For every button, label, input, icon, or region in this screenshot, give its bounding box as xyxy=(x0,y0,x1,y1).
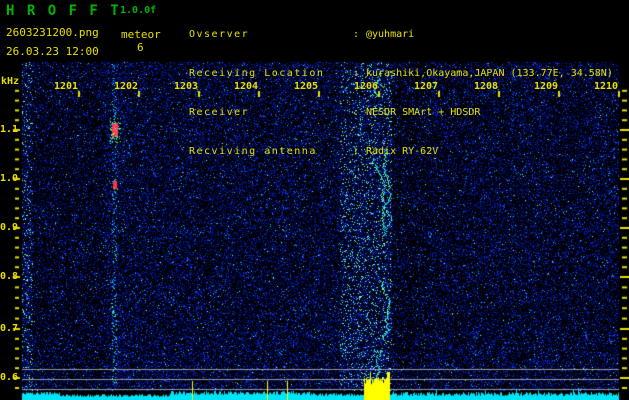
time-axis-label: 1208 xyxy=(473,81,499,92)
info-separator: : xyxy=(353,29,360,40)
app-title: H R O F F T xyxy=(6,3,121,19)
info-value: @yuhmari xyxy=(366,29,415,40)
app-version: 1.0.0f xyxy=(120,5,157,16)
info-row-location: Receiving Location: kurashiki,Okayama,JAP… xyxy=(189,67,613,80)
observer-info: Ovserver: @yuhmari Receiving Location: kur… xyxy=(189,2,613,184)
info-label: Receiver xyxy=(189,107,250,118)
record-datetime: 26.03.23 12:00 xyxy=(6,45,99,58)
info-separator: : xyxy=(353,107,360,118)
time-axis-label: 1207 xyxy=(413,81,439,92)
freq-axis-label: 0.7 xyxy=(0,323,19,334)
info-row-observer: Ovserver: @yuhmari xyxy=(189,28,613,41)
info-value: kurashiki,Okayama,JAPAN (133.77E, 34.58N… xyxy=(366,68,613,79)
time-axis-label: 1210 xyxy=(593,81,619,92)
time-axis-label: 1202 xyxy=(113,81,139,92)
freq-axis-label: 0.6 xyxy=(0,372,19,383)
time-axis-label: 1204 xyxy=(233,81,259,92)
info-label: Receiving Location xyxy=(189,68,325,79)
output-filename: 2603231200.png xyxy=(6,26,99,39)
info-separator: : xyxy=(353,68,360,79)
station-number: 6 xyxy=(137,41,144,54)
freq-axis-label: 0.8 xyxy=(0,271,19,282)
info-value: Radix RY-62V xyxy=(366,146,439,157)
info-row-antenna: Recviving antenna: Radix RY-62V xyxy=(189,145,613,158)
info-separator: : xyxy=(353,146,360,157)
info-value: NESDR SMArt + HDSDR xyxy=(366,107,481,118)
time-axis-label: 1209 xyxy=(533,81,559,92)
freq-axis-unit: kHz xyxy=(1,76,20,87)
time-axis-label: 1201 xyxy=(53,81,79,92)
info-label: Ovserver xyxy=(189,29,250,40)
freq-axis-label: 1.0 xyxy=(0,173,19,184)
time-axis-label: 1203 xyxy=(173,81,199,92)
freq-axis-label: 1.1 xyxy=(0,124,19,135)
info-row-receiver: Receiver: NESDR SMArt + HDSDR xyxy=(189,106,613,119)
info-label: Recviving antenna xyxy=(189,146,317,157)
freq-axis-label: 0.9 xyxy=(0,222,19,233)
time-axis-label: 1205 xyxy=(293,81,319,92)
time-axis-label: 1206 xyxy=(353,81,379,92)
station-label: meteor xyxy=(121,28,161,41)
